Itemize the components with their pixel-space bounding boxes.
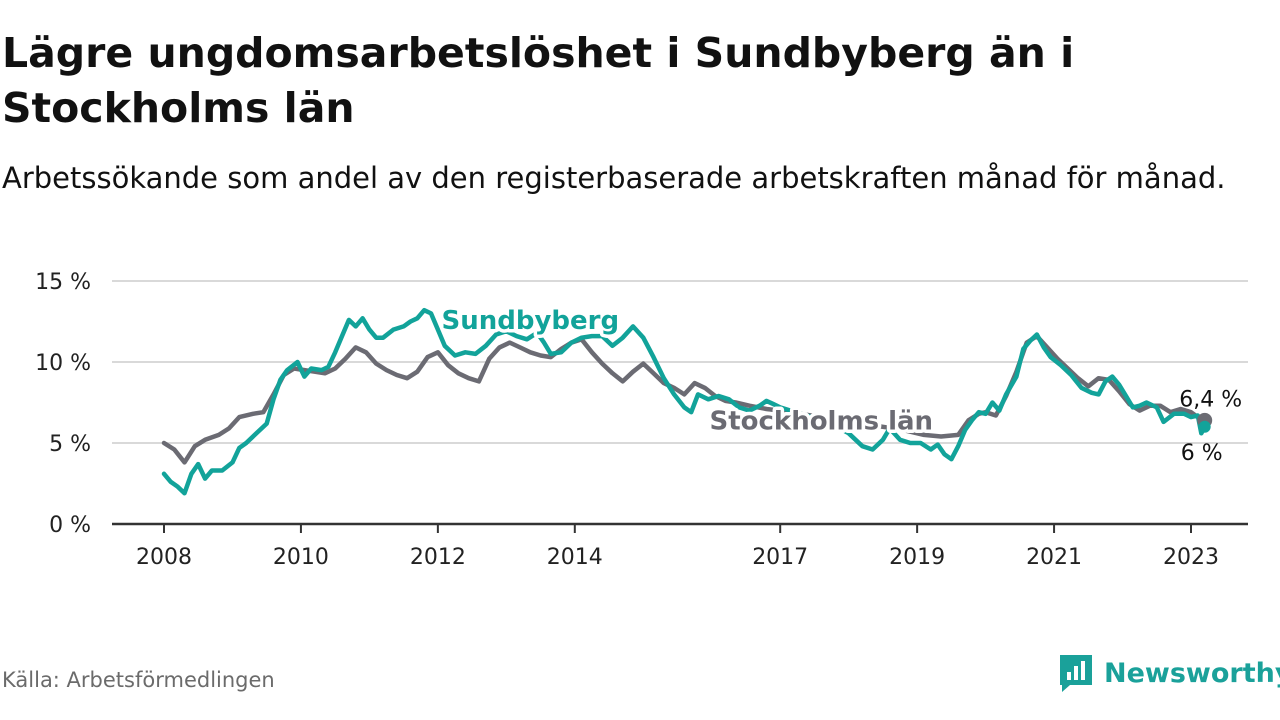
series-name-label: Stockholms län — [709, 406, 933, 436]
series-name-halo: Sundbyberg — [441, 306, 619, 336]
grid-lines — [112, 280, 1248, 444]
source-note: Källa: Arbetsförmedlingen — [2, 668, 275, 692]
x-tick-label: 2017 — [752, 545, 808, 570]
x-tick-label: 2019 — [889, 545, 945, 570]
x-tick-label: 2014 — [547, 545, 603, 570]
series-lines — [161, 307, 1213, 496]
y-tick-label: 15 % — [35, 270, 91, 295]
brand-name: Newsworthy — [1104, 657, 1280, 689]
y-tick-label: 0 % — [49, 513, 91, 538]
y-tick-label: 10 % — [35, 351, 91, 376]
end-value-label: 6 % — [1181, 441, 1223, 466]
series-name-halo: Stockholms län — [709, 406, 933, 436]
y-axis-ticks: 0 % 5 % 10 % 15 % — [35, 270, 91, 538]
chart-bubble-icon — [1060, 655, 1092, 692]
x-tick-label: 2008 — [136, 545, 192, 570]
series-name-label: Sundbyberg — [441, 306, 619, 336]
chart-subtitle: Arbetssökande som andel av den registerb… — [2, 161, 1226, 195]
x-tick-label: 2012 — [410, 545, 466, 570]
x-tick-label: 2023 — [1163, 545, 1219, 570]
brand-logo[interactable]: Newsworthy — [1058, 652, 1280, 694]
end-point-marker — [1198, 420, 1211, 433]
series-line-sundbyberg — [161, 307, 1207, 496]
chart-title: Lägre ungdomsarbetslöshet i Sundbyberg ä… — [2, 29, 1075, 132]
series-line-stockholms-lan — [161, 333, 1207, 465]
x-axis-ticks: 2008 2010 2012 2014 2017 2019 2021 2023 — [136, 524, 1219, 570]
end-value-label: 6,4 % — [1179, 387, 1242, 412]
x-tick-label: 2010 — [273, 545, 329, 570]
y-tick-label: 5 % — [49, 432, 91, 457]
x-tick-label: 2021 — [1026, 545, 1082, 570]
